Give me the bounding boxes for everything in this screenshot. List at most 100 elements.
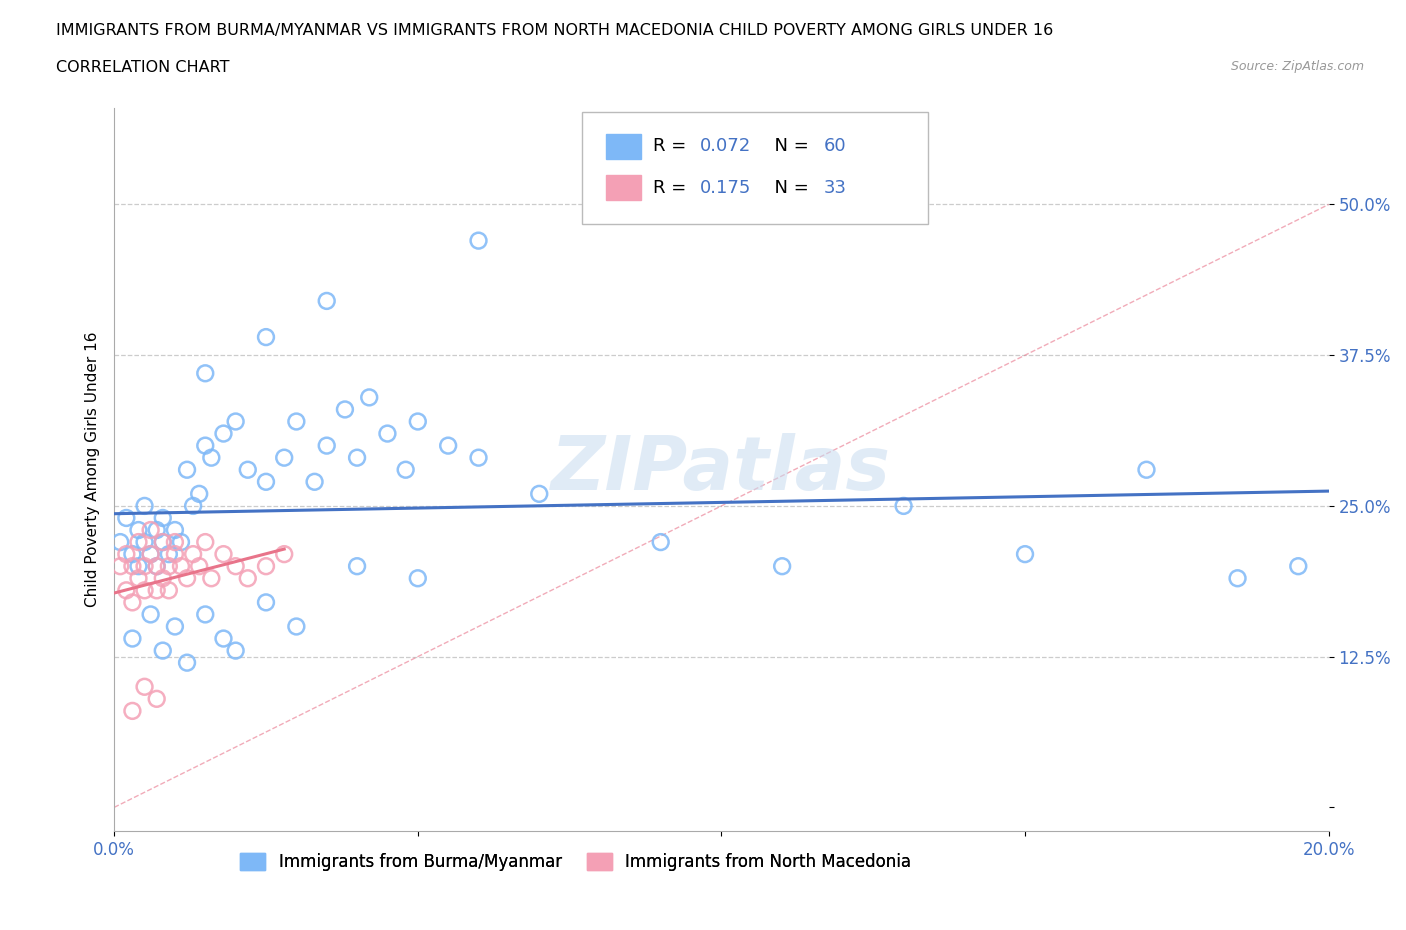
Text: N =: N = — [762, 179, 814, 196]
Point — [110, 535, 132, 550]
Legend: Immigrants from Burma/Myanmar, Immigrants from North Macedonia: Immigrants from Burma/Myanmar, Immigrant… — [233, 846, 918, 877]
FancyBboxPatch shape — [606, 175, 641, 200]
Point — [121, 631, 143, 646]
Point — [110, 559, 132, 574]
Point — [139, 607, 162, 622]
Point — [273, 450, 295, 465]
Point — [176, 656, 198, 671]
FancyBboxPatch shape — [606, 134, 641, 159]
Point — [134, 535, 156, 550]
Point — [212, 426, 235, 441]
Point — [893, 498, 915, 513]
Point — [285, 619, 308, 634]
Point — [170, 559, 193, 574]
Point — [115, 547, 138, 562]
Point — [212, 547, 235, 562]
Point — [127, 535, 149, 550]
Point — [152, 571, 174, 586]
Point — [127, 571, 149, 586]
Point — [254, 329, 277, 344]
Point — [152, 535, 174, 550]
Point — [212, 631, 235, 646]
Point — [121, 595, 143, 610]
Point — [236, 462, 259, 477]
Point — [157, 583, 180, 598]
Point — [437, 438, 460, 453]
Point — [163, 547, 186, 562]
Point — [225, 414, 247, 429]
Point — [194, 365, 217, 380]
Point — [225, 559, 247, 574]
Point — [181, 547, 204, 562]
Point — [194, 438, 217, 453]
Point — [254, 474, 277, 489]
Point — [315, 438, 337, 453]
Point — [377, 426, 399, 441]
Point — [145, 583, 167, 598]
Point — [395, 462, 418, 477]
Text: 0.175: 0.175 — [700, 179, 751, 196]
Point — [467, 450, 489, 465]
Point — [467, 233, 489, 248]
Text: R =: R = — [654, 179, 692, 196]
Point — [346, 559, 368, 574]
Point — [333, 402, 356, 417]
Point — [152, 511, 174, 525]
Point — [115, 511, 138, 525]
Point — [170, 535, 193, 550]
Point — [1286, 559, 1309, 574]
Y-axis label: Child Poverty Among Girls Under 16: Child Poverty Among Girls Under 16 — [86, 332, 100, 607]
Point — [315, 294, 337, 309]
Point — [157, 547, 180, 562]
FancyBboxPatch shape — [582, 112, 928, 224]
Point — [139, 547, 162, 562]
Point — [225, 644, 247, 658]
Text: R =: R = — [654, 138, 692, 155]
Point — [254, 595, 277, 610]
Text: Source: ZipAtlas.com: Source: ZipAtlas.com — [1230, 60, 1364, 73]
Point — [529, 486, 551, 501]
Point — [139, 547, 162, 562]
Point — [194, 535, 217, 550]
Point — [188, 559, 211, 574]
Point — [157, 559, 180, 574]
Point — [127, 559, 149, 574]
Point — [134, 583, 156, 598]
Text: 60: 60 — [824, 138, 846, 155]
Point — [145, 559, 167, 574]
Point — [1135, 462, 1157, 477]
Point — [163, 523, 186, 538]
Point — [273, 547, 295, 562]
Point — [134, 498, 156, 513]
Point — [236, 571, 259, 586]
Point — [194, 607, 217, 622]
Point — [254, 559, 277, 574]
Point — [152, 535, 174, 550]
Text: IMMIGRANTS FROM BURMA/MYANMAR VS IMMIGRANTS FROM NORTH MACEDONIA CHILD POVERTY A: IMMIGRANTS FROM BURMA/MYANMAR VS IMMIGRA… — [56, 23, 1053, 38]
Point — [200, 450, 222, 465]
Text: 33: 33 — [824, 179, 846, 196]
Point — [139, 523, 162, 538]
Point — [406, 571, 429, 586]
Text: ZIPatlas: ZIPatlas — [551, 433, 891, 506]
Point — [121, 559, 143, 574]
Point — [346, 450, 368, 465]
Point — [134, 679, 156, 694]
Point — [134, 559, 156, 574]
Point — [200, 571, 222, 586]
Point — [145, 559, 167, 574]
Point — [359, 390, 381, 405]
Point — [188, 486, 211, 501]
Point — [163, 535, 186, 550]
Point — [121, 547, 143, 562]
Point — [304, 474, 326, 489]
Point — [145, 691, 167, 706]
Point — [176, 462, 198, 477]
Point — [115, 583, 138, 598]
Point — [145, 523, 167, 538]
Point — [1226, 571, 1249, 586]
Point — [152, 644, 174, 658]
Point — [1014, 547, 1036, 562]
Text: CORRELATION CHART: CORRELATION CHART — [56, 60, 229, 75]
Point — [770, 559, 793, 574]
